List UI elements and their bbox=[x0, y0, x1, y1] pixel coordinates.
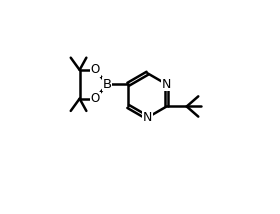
Text: O: O bbox=[91, 92, 100, 105]
Text: B: B bbox=[102, 78, 112, 91]
Text: N: N bbox=[143, 111, 152, 124]
Text: N: N bbox=[162, 78, 171, 91]
Text: O: O bbox=[91, 63, 100, 76]
